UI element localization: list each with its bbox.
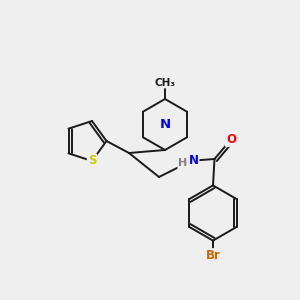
Text: H: H [178,158,188,169]
Text: N: N [188,154,199,167]
Text: CH₃: CH₃ [154,77,176,88]
Text: N: N [159,118,171,131]
Text: Br: Br [206,249,220,262]
Text: O: O [226,133,236,146]
Text: S: S [88,154,96,167]
